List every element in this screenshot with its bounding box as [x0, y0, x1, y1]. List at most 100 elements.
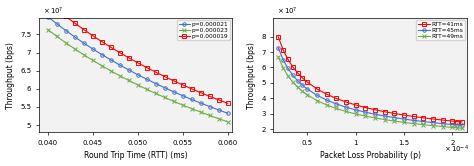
- RTT=41ms: [454, 121, 460, 123]
- RTT=49ms: [333, 108, 339, 110]
- p=0.000021: [207, 106, 212, 108]
- X-axis label: Round Trip Time (RTT) (ms): Round Trip Time (RTT) (ms): [84, 151, 187, 161]
- RTT=45ms: [353, 109, 358, 111]
- p=0.000023: [108, 70, 114, 72]
- p=0.000023: [126, 80, 132, 82]
- RTT=45ms: [411, 119, 417, 121]
- RTT=45ms: [372, 113, 378, 115]
- RTT=49ms: [280, 67, 286, 69]
- p=0.000023: [189, 108, 194, 110]
- p=0.000019: [108, 46, 114, 48]
- RTT=49ms: [449, 126, 455, 128]
- p=0.000019: [144, 67, 150, 69]
- RTT=45ms: [392, 117, 397, 119]
- p=0.000019: [72, 22, 78, 24]
- p=0.000019: [171, 80, 177, 82]
- RTT=41ms: [430, 118, 436, 120]
- p=0.000019: [216, 99, 221, 101]
- RTT=41ms: [333, 97, 339, 99]
- RTT=45ms: [314, 94, 320, 96]
- p=0.000021: [180, 95, 186, 97]
- RTT=45ms: [459, 124, 465, 126]
- RTT=45ms: [304, 88, 310, 90]
- RTT=49ms: [392, 120, 397, 122]
- RTT=45ms: [454, 124, 460, 126]
- RTT=49ms: [459, 127, 465, 129]
- RTT=41ms: [420, 117, 426, 119]
- RTT=49ms: [275, 56, 281, 58]
- p=0.000019: [90, 35, 96, 37]
- Legend: p=0.000021, p=0.000023, p=0.000019: p=0.000021, p=0.000023, p=0.000019: [177, 20, 230, 40]
- Line: RTT=41ms: RTT=41ms: [276, 35, 464, 124]
- p=0.000019: [225, 102, 230, 104]
- p=0.000023: [207, 115, 212, 117]
- RTT=49ms: [304, 94, 310, 96]
- RTT=49ms: [420, 124, 426, 126]
- RTT=49ms: [411, 123, 417, 124]
- p=0.000023: [144, 88, 150, 90]
- p=0.000021: [126, 69, 132, 71]
- Line: p=0.000019: p=0.000019: [46, 0, 229, 105]
- RTT=49ms: [300, 90, 305, 92]
- RTT=49ms: [314, 100, 320, 102]
- RTT=45ms: [290, 74, 296, 76]
- p=0.000021: [63, 30, 69, 32]
- p=0.000019: [45, 1, 51, 3]
- Y-axis label: Throughput (bps): Throughput (bps): [6, 42, 15, 109]
- RTT=41ms: [353, 104, 358, 106]
- RTT=41ms: [275, 36, 281, 38]
- p=0.000019: [81, 29, 87, 31]
- RTT=49ms: [353, 113, 358, 115]
- RTT=41ms: [459, 121, 465, 123]
- RTT=45ms: [430, 122, 436, 124]
- p=0.000023: [198, 111, 203, 113]
- p=0.000021: [45, 16, 51, 18]
- Line: p=0.000023: p=0.000023: [46, 28, 229, 124]
- RTT=41ms: [280, 49, 286, 51]
- p=0.000021: [198, 102, 203, 104]
- p=0.000023: [90, 59, 96, 61]
- p=0.000021: [153, 83, 159, 84]
- RTT=45ms: [295, 80, 301, 82]
- p=0.000021: [99, 54, 105, 56]
- Y-axis label: Throughput (bps): Throughput (bps): [247, 42, 256, 109]
- RTT=45ms: [324, 99, 329, 101]
- RTT=49ms: [454, 127, 460, 129]
- p=0.000023: [171, 100, 177, 102]
- RTT=41ms: [295, 72, 301, 74]
- RTT=41ms: [449, 120, 455, 122]
- RTT=41ms: [411, 116, 417, 118]
- p=0.000019: [99, 41, 105, 43]
- p=0.000019: [189, 88, 194, 90]
- RTT=45ms: [363, 111, 368, 113]
- RTT=41ms: [392, 113, 397, 115]
- RTT=41ms: [290, 66, 296, 68]
- Text: $\times\,10^{-4}$: $\times\,10^{-4}$: [444, 144, 469, 155]
- p=0.000023: [225, 121, 230, 123]
- p=0.000023: [153, 92, 159, 94]
- RTT=41ms: [300, 77, 305, 79]
- Line: RTT=45ms: RTT=45ms: [276, 46, 464, 127]
- p=0.000021: [225, 112, 230, 114]
- p=0.000019: [180, 84, 186, 86]
- p=0.000023: [81, 54, 87, 56]
- p=0.000023: [54, 35, 60, 37]
- p=0.000021: [90, 48, 96, 50]
- p=0.000021: [117, 64, 123, 66]
- RTT=45ms: [440, 123, 446, 125]
- RTT=49ms: [285, 75, 291, 77]
- RTT=45ms: [333, 103, 339, 105]
- p=0.000023: [216, 118, 221, 120]
- p=0.000019: [135, 62, 141, 64]
- RTT=45ms: [401, 118, 407, 120]
- RTT=49ms: [401, 121, 407, 123]
- p=0.000021: [171, 91, 177, 93]
- RTT=45ms: [343, 106, 349, 108]
- p=0.000021: [162, 87, 168, 89]
- p=0.000019: [63, 15, 69, 17]
- X-axis label: Packet Loss Probability (p): Packet Loss Probability (p): [319, 151, 420, 161]
- RTT=49ms: [290, 81, 296, 83]
- p=0.000023: [135, 84, 141, 86]
- Text: $\times\,10^7$: $\times\,10^7$: [43, 6, 64, 17]
- RTT=49ms: [295, 86, 301, 88]
